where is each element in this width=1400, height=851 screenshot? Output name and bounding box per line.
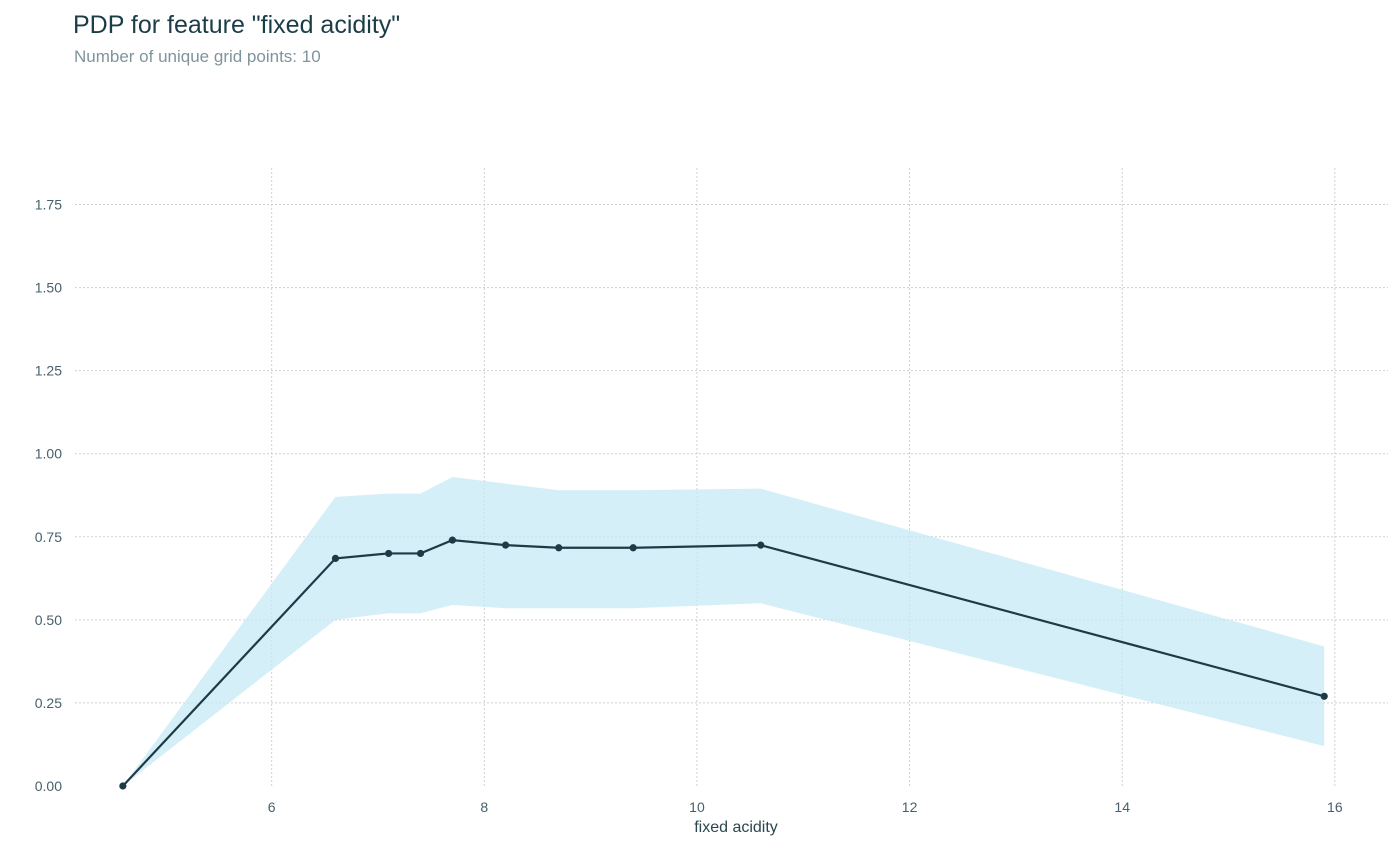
pdp-point [331, 554, 340, 563]
y-tick-label: 0.75 [35, 529, 62, 545]
pdp-marker-layer [119, 536, 1328, 790]
x-tick-label: 6 [268, 799, 276, 815]
pdp-point [119, 782, 127, 790]
pdp-point [757, 541, 765, 549]
pdp-point [501, 541, 510, 549]
x-axis-label: fixed acidity [694, 819, 778, 836]
x-tick-label: 12 [902, 799, 918, 815]
chart-subtitle: Number of unique grid points: 10 [74, 47, 321, 66]
confidence-band [122, 477, 1325, 786]
chart-title: PDP for feature "fixed acidity" [73, 11, 401, 39]
confidence-band-layer [122, 477, 1325, 786]
x-tick-label: 14 [1114, 799, 1130, 815]
x-tick-label: 16 [1327, 799, 1343, 815]
y-tick-label: 0.50 [35, 612, 62, 628]
y-tick-label: 1.25 [35, 363, 62, 379]
pdp-point [1320, 692, 1328, 700]
pdp-point [448, 536, 457, 544]
tick-label-layer: 0.00 0.25 0.50 0.75 1.00 1.25 1.50 1.75 6 8 10 12 14… [35, 197, 1343, 815]
pdp-point [416, 549, 425, 558]
pdp-line-layer [122, 539, 1325, 787]
y-tick-label: 0.25 [35, 695, 62, 711]
y-tick-label: 1.00 [35, 446, 62, 462]
pdp-line [122, 539, 1325, 787]
pdp-point [555, 544, 563, 552]
pdp-point [385, 549, 393, 558]
x-tick-label: 10 [689, 799, 705, 815]
pdp-point [629, 544, 637, 552]
y-tick-label: 1.50 [35, 280, 62, 296]
x-tick-label: 8 [480, 799, 488, 815]
y-tick-label: 0.00 [35, 778, 62, 794]
y-tick-label: 1.75 [35, 197, 62, 213]
